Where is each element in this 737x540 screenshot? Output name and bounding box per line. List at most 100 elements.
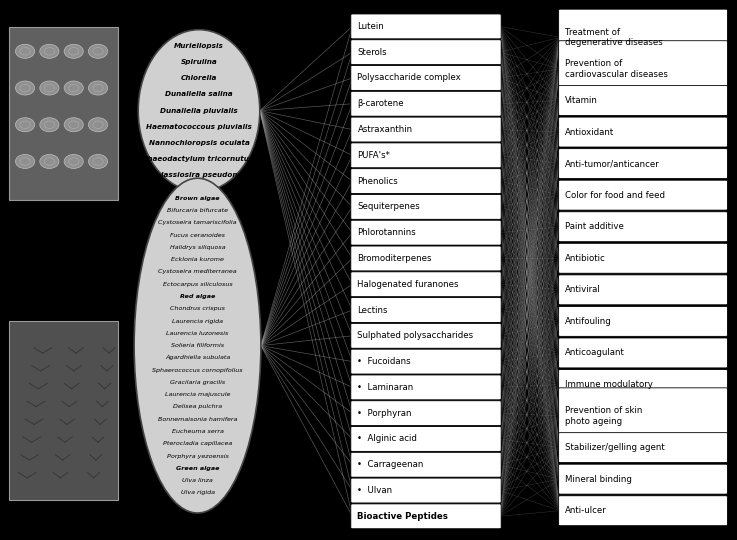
FancyBboxPatch shape [559, 464, 727, 494]
Text: Bromoditerpenes: Bromoditerpenes [357, 254, 432, 263]
Text: Eucheuma serra: Eucheuma serra [172, 429, 223, 434]
Text: Phaeodactylum tricornutum: Phaeodactylum tricornutum [142, 156, 256, 163]
FancyBboxPatch shape [559, 369, 727, 400]
Text: PUFA's*: PUFA's* [357, 151, 391, 160]
FancyBboxPatch shape [351, 401, 501, 426]
Circle shape [40, 81, 59, 95]
FancyBboxPatch shape [351, 427, 501, 451]
Text: Red algae: Red algae [180, 294, 215, 299]
FancyBboxPatch shape [351, 323, 501, 348]
Text: Prevention of skin
photo ageing: Prevention of skin photo ageing [565, 407, 643, 426]
FancyBboxPatch shape [559, 433, 727, 463]
Text: Chlorella: Chlorella [181, 75, 217, 82]
FancyBboxPatch shape [559, 306, 727, 336]
FancyBboxPatch shape [559, 388, 727, 444]
Text: Pterocladia capillacea: Pterocladia capillacea [163, 441, 232, 446]
Text: •  Fucoidans: • Fucoidans [357, 357, 411, 366]
Text: Gracilaria gracilis: Gracilaria gracilis [170, 380, 225, 385]
Circle shape [15, 44, 35, 58]
Text: Antioxidant: Antioxidant [565, 127, 615, 137]
Text: Immune modulatory: Immune modulatory [565, 380, 653, 389]
Text: •  Laminaran: • Laminaran [357, 383, 413, 392]
Text: Laurencia rigida: Laurencia rigida [172, 319, 223, 323]
Text: Antibiotic: Antibiotic [565, 254, 606, 263]
Text: Antifouling: Antifouling [565, 317, 612, 326]
Text: Stabilizer/gelling agent: Stabilizer/gelling agent [565, 443, 665, 452]
Text: Polysaccharide complex: Polysaccharide complex [357, 73, 461, 83]
FancyBboxPatch shape [9, 321, 118, 500]
Text: Anticoagulant: Anticoagulant [565, 348, 625, 357]
Circle shape [64, 81, 83, 95]
Text: Bioactive Peptides: Bioactive Peptides [357, 512, 448, 521]
Text: Treatment of
degenerative diseases: Treatment of degenerative diseases [565, 28, 663, 47]
Text: Lectins: Lectins [357, 306, 388, 314]
FancyBboxPatch shape [351, 298, 501, 322]
Text: Muriellopsis: Muriellopsis [174, 43, 224, 49]
Text: Bonnemaisonia hamifera: Bonnemaisonia hamifera [158, 417, 237, 422]
Circle shape [64, 44, 83, 58]
Text: Dunaliella salina: Dunaliella salina [165, 91, 233, 98]
Text: Bifurcaria bifurcate: Bifurcaria bifurcate [167, 208, 228, 213]
FancyBboxPatch shape [559, 275, 727, 305]
Circle shape [88, 154, 108, 168]
Text: Dunaliella pluvialis: Dunaliella pluvialis [160, 107, 238, 114]
Text: Halogenated furanones: Halogenated furanones [357, 280, 459, 289]
Text: Ectocarpus siliculosus: Ectocarpus siliculosus [163, 282, 232, 287]
FancyBboxPatch shape [559, 9, 727, 65]
Text: Brown algae: Brown algae [175, 196, 220, 201]
Text: Chondrus crispus: Chondrus crispus [170, 306, 225, 311]
Text: Color for food and feed: Color for food and feed [565, 191, 666, 200]
Text: Agardhiella subulata: Agardhiella subulata [165, 355, 230, 360]
FancyBboxPatch shape [559, 85, 727, 116]
Text: Solieria filiformis: Solieria filiformis [171, 343, 224, 348]
FancyBboxPatch shape [351, 504, 501, 529]
FancyBboxPatch shape [351, 65, 501, 90]
Text: Halidrys siliquosa: Halidrys siliquosa [170, 245, 226, 250]
Text: Nannochloropsis oculata: Nannochloropsis oculata [149, 140, 249, 146]
Circle shape [40, 44, 59, 58]
FancyBboxPatch shape [351, 168, 501, 193]
Text: Phlorotannins: Phlorotannins [357, 228, 416, 237]
Circle shape [88, 118, 108, 132]
FancyBboxPatch shape [351, 220, 501, 245]
FancyBboxPatch shape [351, 194, 501, 219]
Text: Sterols: Sterols [357, 48, 387, 57]
FancyBboxPatch shape [351, 91, 501, 116]
Text: Anti-ulcer: Anti-ulcer [565, 506, 607, 515]
Text: •  Alginic acid: • Alginic acid [357, 435, 417, 443]
Circle shape [15, 118, 35, 132]
Text: Green algae: Green algae [175, 466, 220, 471]
Text: Ecklonia kurome: Ecklonia kurome [171, 257, 224, 262]
Text: Astraxanthin: Astraxanthin [357, 125, 413, 134]
Text: Antiviral: Antiviral [565, 285, 601, 294]
Text: Delisea pulchra: Delisea pulchra [173, 404, 222, 409]
FancyBboxPatch shape [559, 244, 727, 273]
FancyBboxPatch shape [559, 180, 727, 210]
FancyBboxPatch shape [351, 143, 501, 168]
Circle shape [40, 154, 59, 168]
Text: •  Carrageenan: • Carrageenan [357, 460, 424, 469]
Circle shape [15, 154, 35, 168]
Circle shape [40, 118, 59, 132]
Text: Thalassiosira pseudonana: Thalassiosira pseudonana [146, 172, 252, 179]
FancyBboxPatch shape [351, 117, 501, 142]
Text: Mineral binding: Mineral binding [565, 475, 632, 484]
Text: Lutein: Lutein [357, 22, 384, 31]
Circle shape [88, 44, 108, 58]
Text: •  Porphyran: • Porphyran [357, 409, 412, 417]
Text: Cystoseira tamariscifolia: Cystoseira tamariscifolia [158, 220, 237, 225]
Text: Vitamin: Vitamin [565, 96, 598, 105]
Text: Anti-tumor/anticancer: Anti-tumor/anticancer [565, 159, 660, 168]
FancyBboxPatch shape [351, 375, 501, 400]
Circle shape [64, 118, 83, 132]
Text: Haematococcous pluvialis: Haematococcous pluvialis [146, 124, 252, 130]
Ellipse shape [138, 30, 259, 192]
FancyBboxPatch shape [351, 349, 501, 374]
FancyBboxPatch shape [559, 40, 727, 97]
Text: Fucus ceranoides: Fucus ceranoides [170, 233, 225, 238]
Text: Sulphated polysaccharides: Sulphated polysaccharides [357, 332, 474, 340]
FancyBboxPatch shape [351, 40, 501, 65]
Text: Phenolics: Phenolics [357, 177, 398, 186]
Circle shape [15, 81, 35, 95]
FancyBboxPatch shape [351, 453, 501, 477]
